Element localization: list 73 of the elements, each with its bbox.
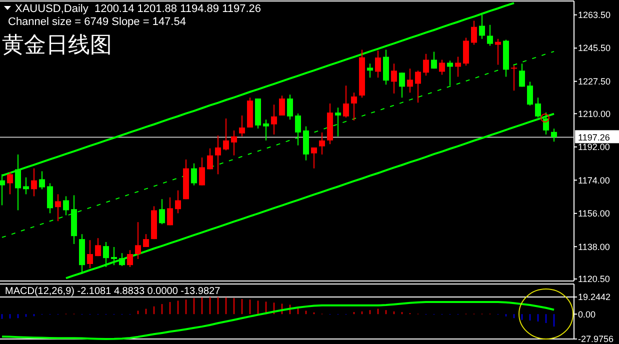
candlestick [207,148,213,170]
candlestick [55,194,61,222]
candlestick [239,115,245,137]
candlestick [287,94,293,120]
candlestick [423,53,429,76]
y-tick-label: 1210.00 [578,108,611,119]
candlestick [175,190,181,214]
candlestick [231,130,237,156]
candlestick [319,132,325,155]
candlestick [223,118,229,151]
candlestick [127,250,133,268]
y-tick-label: 1227.50 [578,76,611,86]
candlestick [447,60,453,86]
candlestick [495,38,501,66]
candlestick [215,134,221,175]
candlestick [263,119,269,141]
y-tick-label: -27.9756 [578,334,614,344]
chart-title: MACD(12,26,9) -2.1081 4.8833 0.0000 -13.9827 [5,286,221,297]
candlestick [111,246,117,266]
y-tick-label: 1245.50 [578,43,611,54]
text: Channel size = 6749 Slope = 147.54 [8,16,186,28]
candlestick [527,81,533,106]
candlestick [271,104,277,136]
candlestick [95,238,101,257]
annotation: 黄金日线图 [2,32,112,57]
candlestick [351,92,357,121]
candlestick [167,196,173,226]
candlestick [471,20,477,46]
candlestick [479,14,485,40]
candlestick [103,242,109,268]
candlestick [279,95,285,116]
chart-title: XAUUSD,Daily 1200.14 1201.88 1194.89 1197.26 [15,3,262,15]
candlestick [63,196,69,216]
y-tick-label: 1174.00 [578,175,610,186]
candlestick [135,222,141,260]
candlestick [399,72,405,98]
candlestick [439,59,445,76]
y-tick-label: 1156.00 [578,208,610,219]
candlestick [407,68,413,94]
y-tick-label: 19.2442 [578,292,611,302]
candlestick [551,128,557,142]
candlestick [431,51,437,70]
line-series [1,301,555,340]
candlestick [159,198,165,225]
y-tick-label: 1120.50 [578,274,610,284]
candlestick [31,168,37,197]
candlestick [487,24,493,46]
candlestick [383,49,389,86]
candlestick [143,234,149,248]
candlestick [367,63,373,78]
candlestick [39,170,45,190]
candlestick [47,182,53,214]
y-tick-label: 1263.50 [578,10,611,20]
candlestick [7,172,13,195]
candlestick [391,63,397,94]
candlestick [455,56,461,78]
candlestick [311,146,317,169]
candlestick [199,156,205,186]
y-tick-label: 0.00 [578,309,596,320]
ref-line-label: 1197.26 [578,132,610,142]
candlestick [375,50,381,78]
candlestick [519,63,525,88]
candlestick [511,65,517,92]
candlestick [191,162,197,186]
y-tick-label: 1138.00 [578,242,610,252]
candlestick [295,112,301,146]
candlestick [415,70,421,104]
y-tick-label: 1192.00 [578,142,610,152]
candlestick [463,37,469,66]
candlestick [343,85,349,118]
candlestick [87,240,93,269]
candlestick [119,252,125,267]
candlestick [335,107,341,137]
